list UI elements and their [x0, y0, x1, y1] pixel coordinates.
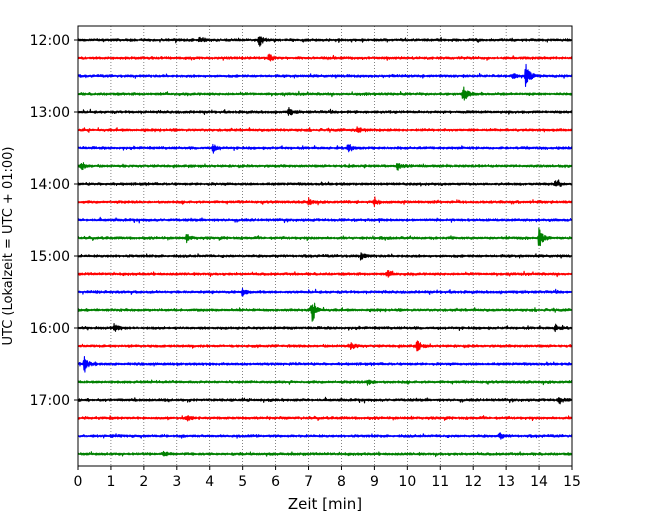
x-tick-label: 10	[398, 474, 416, 490]
x-tick-label: 5	[238, 474, 247, 490]
trace-1615	[77, 340, 573, 352]
x-axis-label: Zeit [min]	[288, 495, 362, 513]
x-tick-label: 7	[304, 474, 313, 490]
x-tick-label: 9	[370, 474, 379, 490]
trace-1400	[77, 179, 573, 187]
y-axis-ticks: 12:00 13:00 14:00 15:00 16:00 17:00	[30, 33, 78, 409]
trace-1715	[77, 415, 573, 422]
x-tick-label: 2	[139, 474, 148, 490]
trace-1345	[77, 162, 573, 171]
trace-1745	[77, 450, 573, 458]
trace-1630	[77, 355, 573, 373]
grid	[110, 26, 540, 466]
trace-1600	[77, 322, 573, 333]
trace-1430	[77, 216, 573, 224]
trace-1315	[77, 126, 573, 133]
y-tick-label: 16:00	[30, 321, 70, 337]
trace-1530	[77, 287, 573, 297]
x-tick-label: 8	[337, 474, 346, 490]
x-tick-label: 4	[205, 474, 214, 490]
trace-1300	[77, 106, 573, 116]
y-tick-label: 13:00	[30, 105, 70, 121]
trace-1700	[77, 396, 573, 405]
traces	[77, 36, 573, 458]
plot-border	[77, 25, 573, 467]
trace-1500	[77, 252, 573, 261]
plot-frame	[77, 25, 573, 467]
trace-1645	[77, 379, 573, 386]
trace-1245	[77, 86, 573, 101]
trace-1200	[77, 36, 573, 47]
trace-1230	[77, 63, 573, 87]
y-tick-label: 12:00	[30, 33, 70, 49]
trace-1730	[77, 432, 573, 440]
y-tick-label: 17:00	[30, 393, 70, 409]
trace-1445	[77, 227, 573, 247]
x-tick-label: 13	[497, 474, 515, 490]
y-tick-label: 15:00	[30, 249, 70, 265]
trace-1330	[77, 143, 573, 154]
x-tick-label: 11	[431, 474, 449, 490]
x-tick-label: 6	[271, 474, 280, 490]
x-axis-ticks: 0 1 2 3 4 5 6 7 8 9 10 11 12 13 14 15	[74, 466, 581, 490]
x-tick-label: 14	[530, 474, 548, 490]
trace-1515	[77, 269, 573, 278]
y-axis-label: UTC (Lokalzeit = UTC + 01:00)	[1, 147, 16, 346]
x-tick-label: 0	[74, 474, 83, 490]
trace-1545	[77, 302, 573, 322]
y-tick-label: 14:00	[30, 177, 70, 193]
x-tick-label: 12	[464, 474, 482, 490]
trace-1215	[77, 53, 573, 62]
x-tick-label: 3	[172, 474, 181, 490]
trace-1415	[77, 196, 573, 208]
x-tick-label: 1	[106, 474, 115, 490]
x-tick-label: 15	[563, 474, 581, 490]
